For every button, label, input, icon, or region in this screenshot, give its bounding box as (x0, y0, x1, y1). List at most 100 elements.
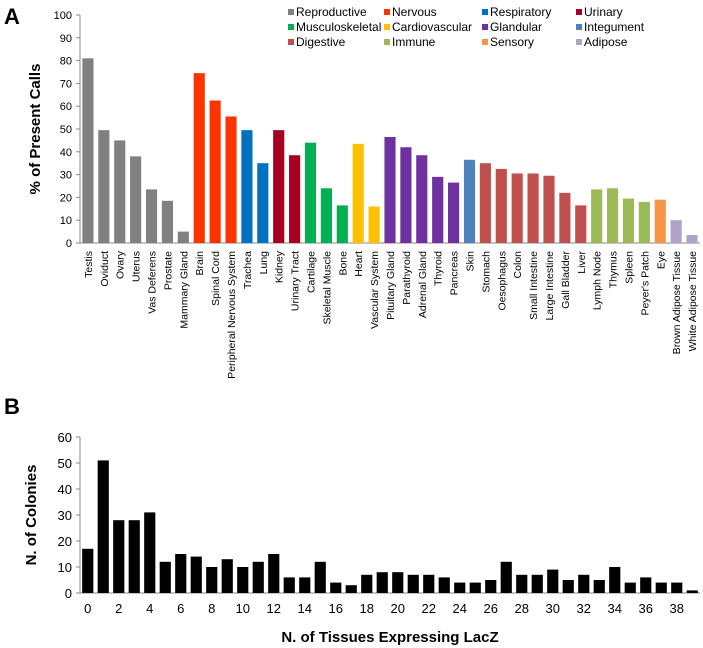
bar-oesophagus (495, 168, 507, 243)
bar-29 (531, 574, 543, 593)
x-tick-label-a: White Adipose Tissue (687, 251, 699, 352)
x-tick-label-a: Eye (655, 251, 667, 269)
bar-peripheral-nervous-system (225, 116, 237, 243)
bar-21 (407, 574, 419, 593)
bar-26 (485, 580, 497, 593)
x-tick-label-a: Lymph Node (592, 251, 604, 310)
legend-item: Adipose (584, 35, 628, 49)
x-tick-label-b: 34 (608, 601, 622, 616)
x-tick-label-b: 22 (422, 601, 436, 616)
bar-25 (469, 582, 481, 593)
bar-peyer-s-patch (638, 201, 650, 243)
bar-16 (330, 582, 342, 593)
x-tick-label-a: Vas Deferens (147, 251, 159, 314)
legend-item: Musculoskeletal (296, 20, 381, 34)
y-tick-label-a: 0 (66, 238, 72, 250)
bar-14 (299, 577, 311, 593)
bar-thymus (607, 188, 619, 243)
bar-33 (593, 580, 605, 593)
bar-lung (257, 163, 269, 243)
legend-item: Digestive (296, 35, 346, 49)
x-tick-label-a: Ovary (115, 250, 127, 279)
bar-colon (511, 173, 523, 243)
x-tick-label-b: 36 (639, 601, 653, 616)
x-tick-label-a: Skin (464, 251, 476, 272)
bar-11 (252, 561, 264, 593)
x-tick-label-a: Trachea (242, 251, 254, 289)
bar-large-intestine (543, 175, 555, 243)
bar-vas-deferens (145, 189, 158, 243)
x-tick-label-a: Spinal Cord (210, 251, 222, 306)
x-tick-label-a: Pituitary Gland (385, 251, 397, 320)
x-tick-label-a: Pancreas (449, 251, 461, 295)
x-tick-label-a: Peyer's Patch (639, 251, 651, 316)
bar-thyroid (432, 176, 444, 243)
x-tick-label-b: 2 (115, 601, 122, 616)
legend-swatch (288, 24, 294, 30)
bar-parathyroid (400, 147, 412, 243)
x-tick-label-a: Testis (83, 251, 95, 278)
legend-swatch (482, 9, 488, 15)
bar-adrenal-gland (416, 155, 428, 243)
bar-30 (547, 569, 559, 593)
y-tick-label-a: 100 (54, 10, 72, 22)
y-tick-label-a: 20 (60, 192, 72, 204)
legend-swatch (384, 24, 390, 30)
x-tick-label-a: Thyroid (433, 251, 445, 286)
bar-28 (516, 574, 528, 593)
bar-white-adipose-tissue (686, 235, 698, 243)
x-tick-label-b: 14 (298, 601, 312, 616)
legend-item: Reproductive (296, 5, 367, 19)
x-tick-label-b: 30 (546, 601, 560, 616)
y-tick-label-b: 0 (65, 586, 72, 601)
y-axis-title-b: N. of Colonies (23, 465, 40, 566)
bar-15 (314, 561, 326, 593)
legend-item: Cardiovascular (392, 20, 472, 34)
bar-heart (352, 143, 364, 243)
bar-brain (193, 73, 205, 243)
bar-skin (463, 159, 476, 243)
bar-0 (82, 548, 94, 593)
bar-prostate (161, 200, 173, 243)
y-tick-label-b: 40 (58, 482, 72, 497)
x-tick-label-b: 28 (515, 601, 529, 616)
legend-item: Sensory (490, 35, 534, 49)
bar-bone (336, 205, 348, 243)
x-tick-label-b: 26 (484, 601, 498, 616)
bar-12 (268, 554, 280, 593)
bar-24 (454, 582, 466, 593)
x-tick-label-a: Oviduct (99, 251, 111, 287)
x-tick-label-a: Bone (337, 251, 349, 276)
x-tick-label-a: Large Intestine (544, 251, 556, 321)
bar-32 (578, 574, 590, 593)
x-tick-label-a: Urinary Tract (290, 251, 302, 311)
bar-35 (624, 582, 636, 593)
x-tick-label-b: 18 (360, 601, 374, 616)
x-tick-label-a: Brown Adipose Tissue (671, 251, 683, 354)
x-tick-label-a: Liver (576, 251, 588, 274)
y-tick-label-b: 30 (58, 508, 72, 523)
x-tick-label-a: Vascular System (369, 251, 381, 329)
x-tick-label-a: Small Intestine (528, 251, 540, 320)
legend-item: Immune (392, 35, 436, 49)
bar-38 (671, 582, 683, 593)
legend-swatch (576, 39, 582, 45)
bar-spleen (622, 198, 635, 243)
bar-uterus (130, 156, 142, 243)
bar-22 (423, 574, 435, 593)
bar-gall-bladder (559, 192, 571, 243)
bar-vascular-system (368, 206, 380, 243)
bar-5 (159, 561, 171, 593)
bar-4 (144, 512, 156, 593)
bar-eye (654, 199, 666, 243)
x-tick-label-b: 32 (577, 601, 591, 616)
x-tick-label-a: Heart (353, 251, 365, 277)
y-tick-label-a: 50 (60, 124, 72, 136)
bar-17 (345, 585, 357, 593)
legend-swatch (288, 39, 294, 45)
x-tick-label-a: Parathyroid (401, 251, 413, 305)
y-tick-label-b: 60 (58, 430, 72, 445)
x-tick-label-a: Peripheral Nervous System (226, 251, 238, 379)
y-tick-label-b: 20 (58, 534, 72, 549)
x-tick-label-a: Uterus (131, 251, 143, 282)
